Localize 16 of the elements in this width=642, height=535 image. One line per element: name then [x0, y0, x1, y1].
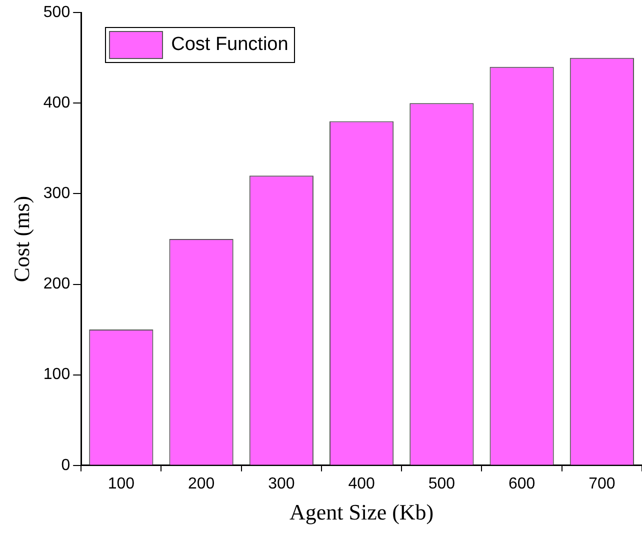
legend: Cost Function	[105, 26, 296, 63]
x-tick-label: 700	[588, 475, 616, 492]
y-tick-label: 100	[43, 366, 70, 384]
x-tick-label: 200	[188, 475, 215, 492]
x-tick-label: 300	[268, 475, 295, 492]
y-tick-label: 0	[61, 456, 70, 474]
y-tick-label: 500	[43, 4, 70, 22]
y-tick-label: 400	[43, 94, 70, 112]
x-axis-title: Agent Size (Kb)	[289, 500, 434, 525]
x-tick-label: 500	[428, 475, 456, 492]
y-tick-label: 200	[43, 276, 70, 293]
x-tick-label: 600	[508, 475, 536, 492]
y-axis-title: Cost (ms)	[8, 196, 34, 282]
x-tick-label: 100	[108, 475, 135, 492]
x-tick-label: 400	[348, 475, 375, 492]
y-tick-label: 300	[43, 185, 70, 202]
